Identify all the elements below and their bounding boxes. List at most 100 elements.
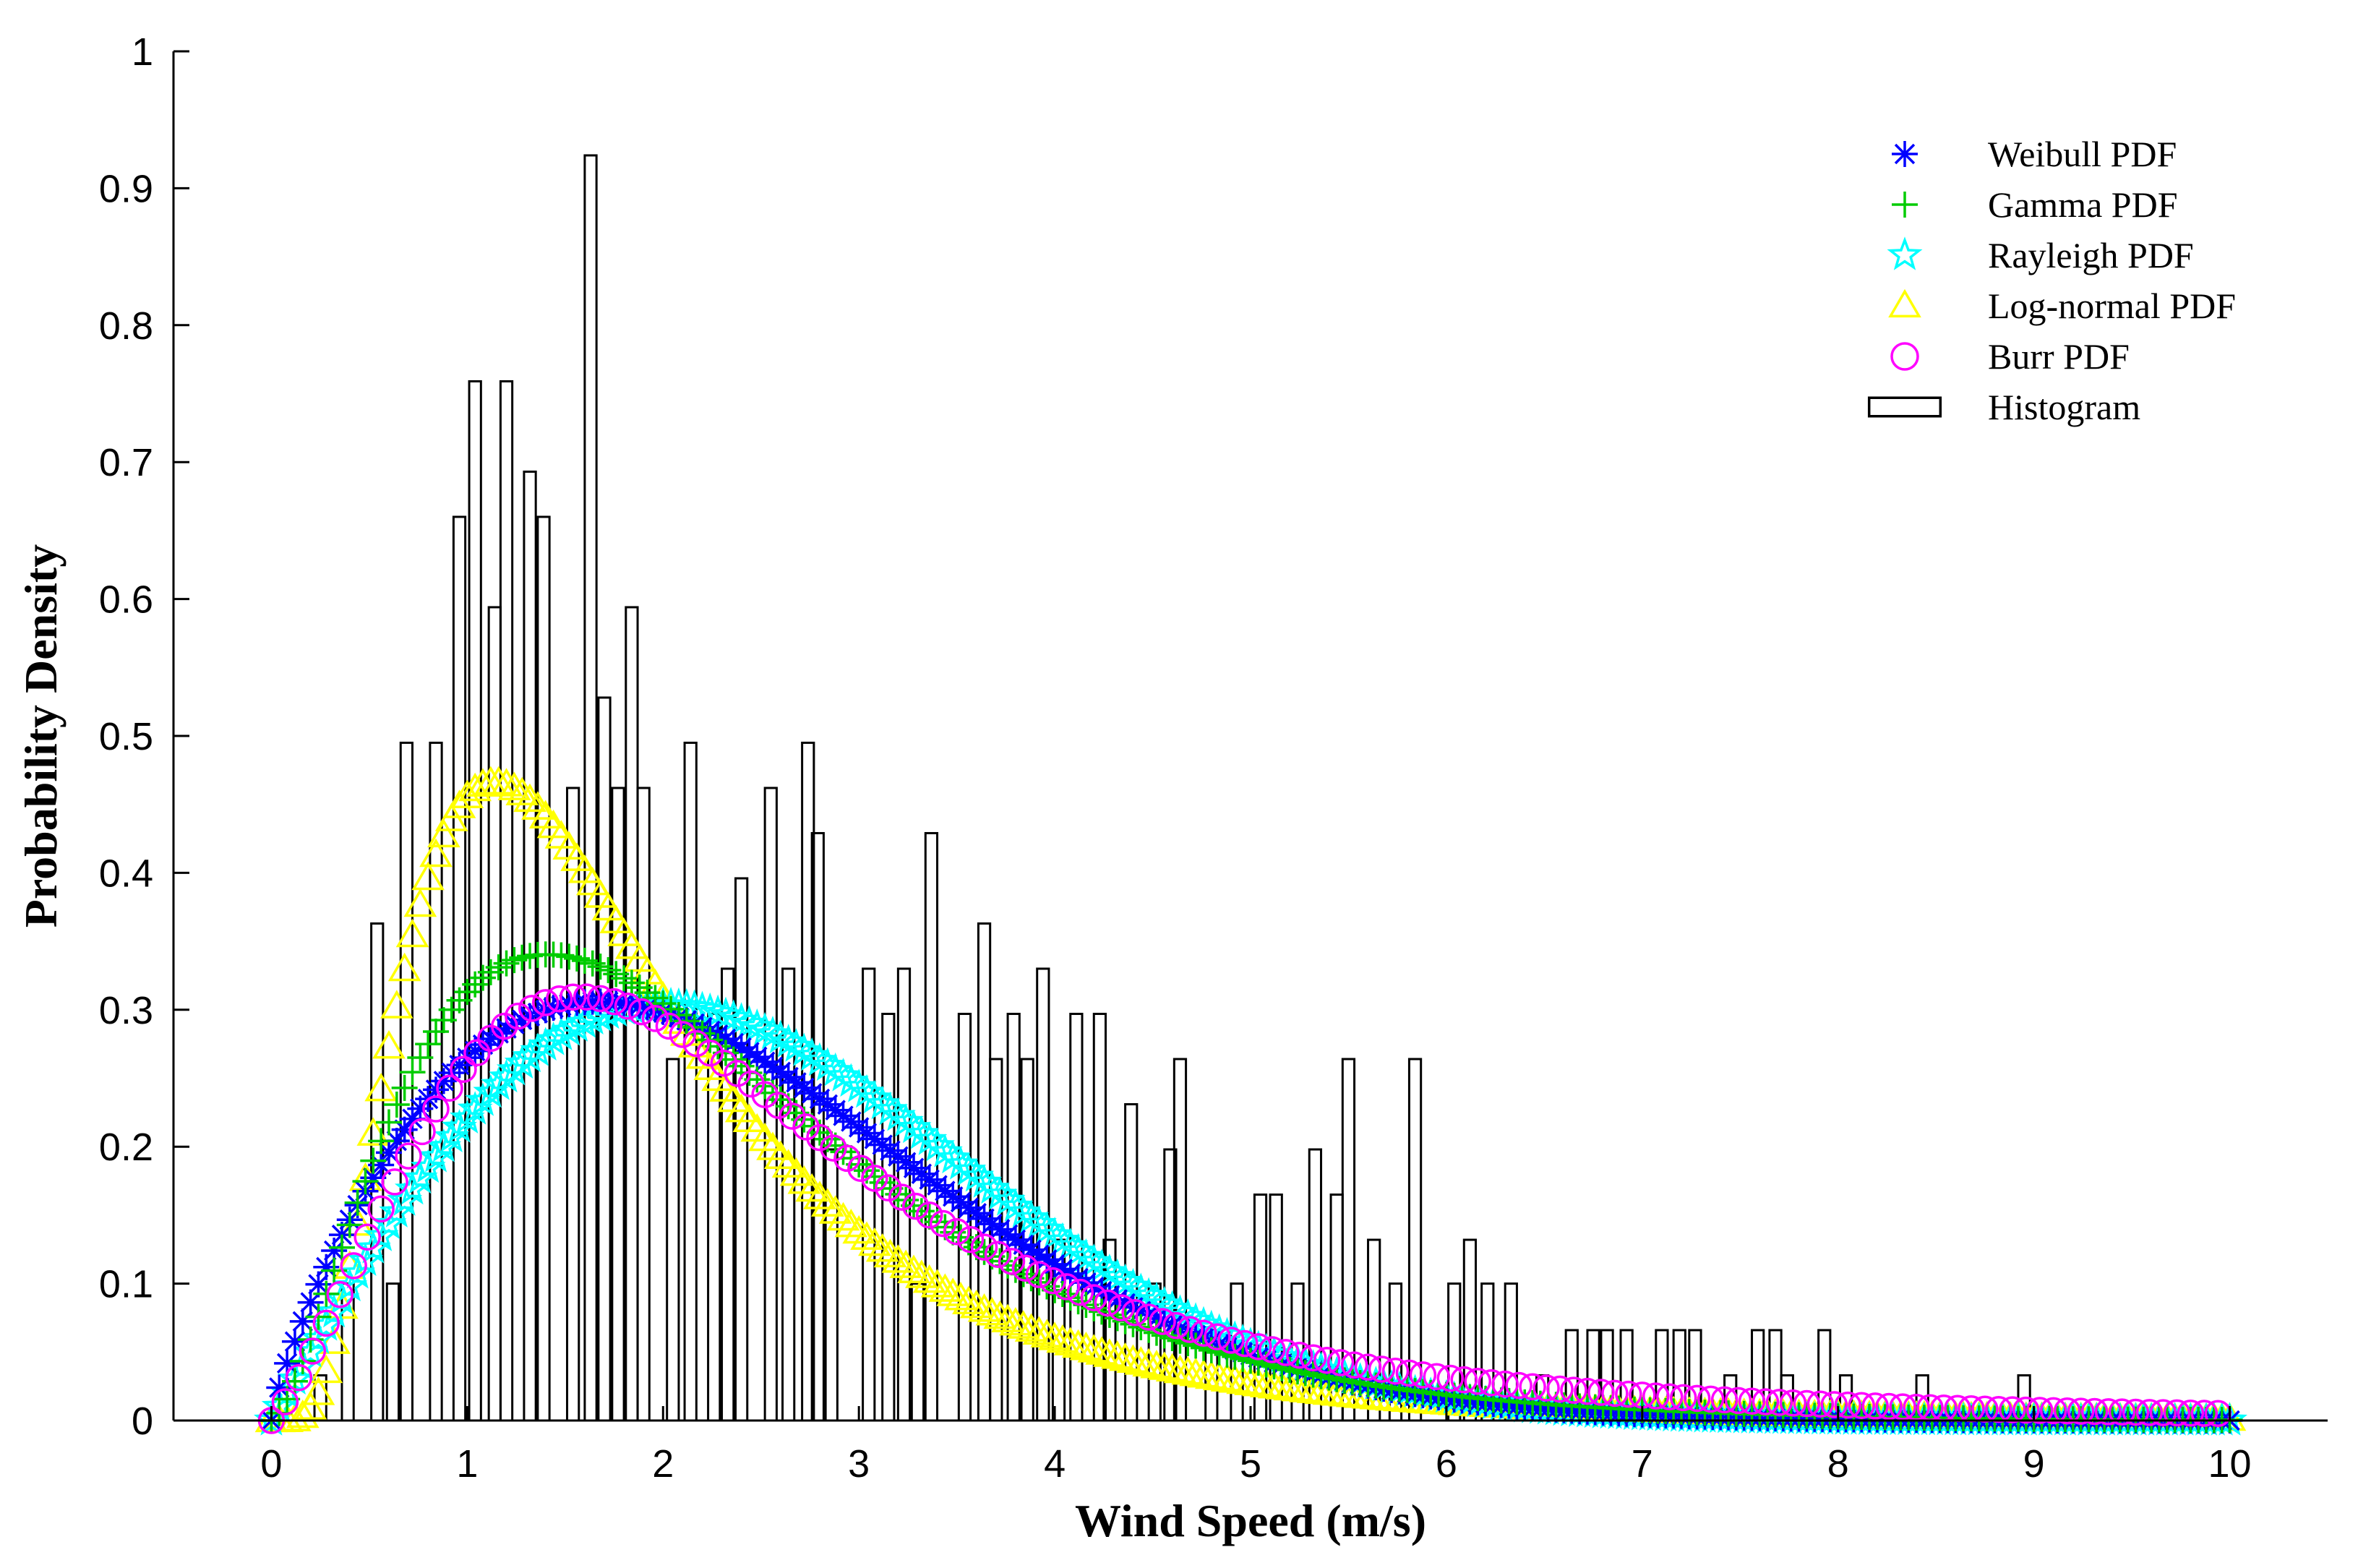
legend-label: Gamma PDF — [1988, 184, 2178, 225]
lognormal-point — [1140, 1350, 1173, 1379]
burr-point — [627, 998, 656, 1026]
burr-point — [682, 1029, 711, 1058]
burr-point — [806, 1123, 833, 1152]
gamma-point — [313, 1280, 340, 1307]
weibull-point — [1049, 1256, 1076, 1282]
rayleigh-point — [457, 1091, 493, 1125]
burr-point — [2122, 1398, 2150, 1426]
lognormal-point — [779, 1157, 813, 1186]
lognormal-point — [865, 1233, 899, 1262]
gamma-point — [399, 1059, 426, 1086]
burr-point — [1259, 1336, 1286, 1363]
lognormal-point — [858, 1227, 891, 1256]
weibull-point — [807, 1086, 833, 1113]
burr-point — [1135, 1303, 1162, 1331]
weibull-point — [1096, 1282, 1123, 1308]
burr-point — [1052, 1273, 1081, 1301]
weibull-point — [1034, 1246, 1060, 1273]
weibull-point — [948, 1188, 974, 1215]
burr-point — [1806, 1390, 1835, 1418]
weibull-point — [861, 1126, 888, 1152]
gamma-point — [571, 947, 598, 974]
burr-point — [1080, 1284, 1108, 1311]
lognormal-point — [912, 1264, 946, 1293]
burr-point — [1011, 1254, 1039, 1282]
lognormal-point — [952, 1285, 985, 1314]
gamma-point — [383, 1091, 410, 1118]
burr-point — [559, 983, 587, 1011]
weibull-point — [1042, 1251, 1068, 1277]
histogram-bar — [862, 967, 876, 1422]
burr-point — [491, 1012, 518, 1040]
burr-point — [573, 983, 601, 1011]
burr-point — [888, 1183, 916, 1211]
weibull-point — [1010, 1231, 1037, 1258]
lognormal-point — [881, 1244, 915, 1273]
x-tick-label: 10 — [2208, 1442, 2252, 1486]
weibull-point — [736, 1039, 763, 1066]
gamma-point — [368, 1128, 395, 1154]
rayleigh-point — [434, 1118, 470, 1152]
y-tick-label: 0.4 — [99, 852, 153, 895]
weibull-point — [1018, 1236, 1045, 1263]
histogram-bar — [597, 696, 612, 1422]
lognormal-point — [811, 1188, 844, 1217]
weibull-point — [313, 1254, 340, 1280]
burr-point — [820, 1134, 847, 1162]
weibull-point — [470, 1032, 497, 1058]
burr-point — [1354, 1353, 1382, 1381]
weibull-point — [932, 1178, 959, 1204]
burr-point — [641, 1005, 669, 1032]
x-ticks: 0 1 2 3 4 5 6 7 8 9 10 — [260, 1406, 2252, 1486]
lognormal-point — [771, 1149, 805, 1178]
lognormal-point — [1132, 1348, 1165, 1377]
weibull-point — [509, 1006, 536, 1033]
histogram-bars — [313, 154, 2031, 1422]
weibull-point — [1128, 1298, 1154, 1324]
weibull-point — [814, 1091, 841, 1118]
burr-point — [998, 1248, 1026, 1275]
rayleigh-point — [402, 1160, 438, 1194]
burr-point — [1834, 1391, 1862, 1419]
lognormal-point — [936, 1277, 970, 1306]
weibull-point — [477, 1025, 504, 1052]
burr-point — [1368, 1355, 1396, 1383]
y-tick-label: 0.8 — [99, 304, 153, 348]
burr-point — [285, 1363, 313, 1392]
lognormal-point — [1030, 1319, 1064, 1348]
lognormal-point — [1187, 1358, 1220, 1388]
lognormal-point — [1046, 1324, 1079, 1353]
burr-point — [436, 1074, 463, 1102]
rayleigh-point — [449, 1100, 485, 1134]
legend-marker — [1887, 236, 1923, 270]
gamma-point — [579, 950, 606, 977]
legend-label: Weibull PDF — [1988, 134, 2177, 174]
histogram-bar — [385, 1282, 400, 1422]
y-tick-label: 0.3 — [99, 989, 153, 1032]
lognormal-point — [975, 1297, 1009, 1326]
lognormal-point — [1093, 1338, 1126, 1367]
lognormal-point — [442, 789, 476, 818]
weibull-point — [854, 1120, 880, 1147]
lognormal-point — [1077, 1334, 1111, 1363]
weibull-point — [846, 1114, 873, 1141]
burr-point — [2080, 1397, 2109, 1426]
lognormal-point — [1006, 1310, 1040, 1339]
y-tick-label: 0 — [132, 1400, 153, 1443]
weibull-point — [1026, 1241, 1052, 1268]
burr-point — [1409, 1361, 1437, 1389]
burr-point — [669, 1021, 697, 1048]
weibull-point — [360, 1165, 387, 1191]
weibull-point — [744, 1044, 771, 1071]
gamma-point — [289, 1348, 316, 1374]
legend-entry: Weibull PDF — [1892, 134, 2177, 174]
weibull-point — [1065, 1265, 1092, 1292]
lognormal-point — [803, 1181, 836, 1209]
weibull-point — [1104, 1286, 1131, 1313]
gamma-point — [391, 1074, 418, 1101]
lognormal-point — [818, 1195, 852, 1224]
weibull-point — [720, 1029, 747, 1056]
lognormal-point — [458, 772, 492, 802]
burr-point — [1149, 1308, 1176, 1335]
series-gamma — [258, 941, 2243, 1434]
